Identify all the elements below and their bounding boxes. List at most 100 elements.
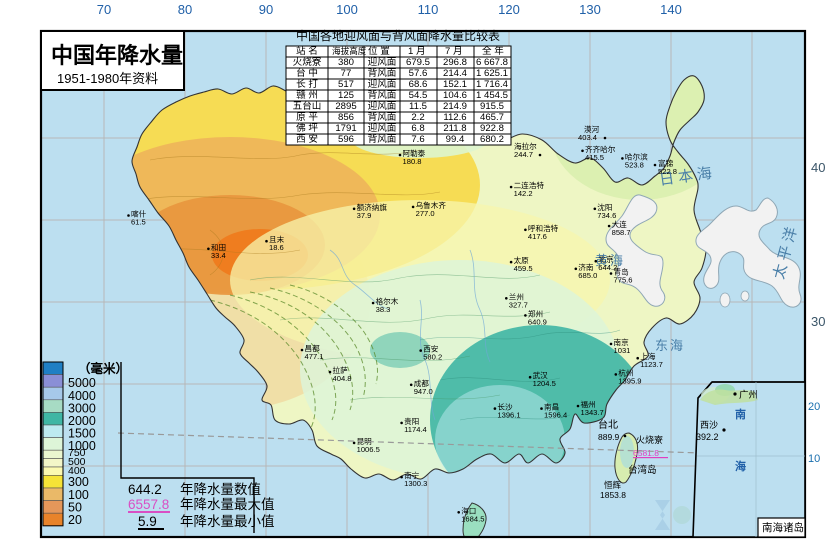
svg-text:300: 300	[68, 475, 89, 489]
svg-text:6557.8: 6557.8	[128, 497, 169, 512]
svg-text:南: 南	[735, 407, 746, 421]
svg-text:2895: 2895	[335, 101, 356, 112]
svg-text:年降水量数值: 年降水量数值	[180, 482, 261, 497]
svg-text:南海诸岛: 南海诸岛	[762, 521, 804, 534]
svg-text:1791: 1791	[335, 123, 356, 134]
svg-text:858.7: 858.7	[612, 228, 631, 237]
svg-text:全 年: 全 年	[482, 45, 504, 57]
svg-text:685.0: 685.0	[578, 271, 597, 280]
svg-text:644.2: 644.2	[128, 482, 162, 497]
svg-text:404.8: 404.8	[333, 374, 352, 383]
svg-text:61.5: 61.5	[131, 218, 146, 227]
svg-text:西 安: 西 安	[296, 133, 318, 145]
svg-text:403.4: 403.4	[578, 133, 597, 142]
svg-text:110: 110	[418, 2, 439, 17]
svg-text:415.5: 415.5	[585, 153, 604, 162]
svg-text:1395.9: 1395.9	[618, 376, 641, 385]
svg-text:459.5: 459.5	[514, 264, 533, 273]
svg-text:1006.5: 1006.5	[357, 445, 380, 454]
svg-text:背风面: 背风面	[368, 133, 397, 145]
svg-text:100: 100	[336, 2, 358, 17]
svg-text:380: 380	[338, 57, 354, 68]
svg-text:33.4: 33.4	[211, 251, 226, 260]
svg-text:90: 90	[259, 2, 273, 17]
svg-text:915.5: 915.5	[480, 101, 504, 112]
svg-text:120: 120	[498, 2, 520, 17]
svg-text:734.6: 734.6	[597, 211, 616, 220]
svg-text:1853.8: 1853.8	[600, 490, 626, 500]
svg-text:77: 77	[341, 68, 352, 79]
svg-text:背风面: 背风面	[368, 89, 397, 101]
svg-text:火烧寮: 火烧寮	[636, 434, 663, 445]
svg-text:6 667.8: 6 667.8	[476, 57, 508, 68]
svg-text:922.8: 922.8	[480, 123, 504, 134]
svg-text:6581.8: 6581.8	[633, 448, 659, 458]
svg-text:465.7: 465.7	[480, 112, 504, 123]
svg-text:1123.7: 1123.7	[640, 360, 663, 369]
svg-text:580.2: 580.2	[423, 353, 442, 362]
svg-text:152.1: 152.1	[443, 79, 467, 90]
svg-text:180.8: 180.8	[403, 157, 422, 166]
svg-text:5000: 5000	[68, 376, 96, 390]
svg-text:7 月: 7 月	[445, 46, 463, 57]
svg-text:恒辉: 恒辉	[604, 480, 622, 490]
svg-text:517: 517	[338, 79, 354, 90]
svg-text:130: 130	[579, 2, 601, 17]
svg-text:年降水量最小值: 年降水量最小值	[180, 514, 275, 529]
svg-text:20: 20	[808, 401, 820, 413]
svg-text:38.3: 38.3	[376, 305, 391, 314]
svg-text:1596.4: 1596.4	[544, 411, 567, 420]
svg-text:1031: 1031	[614, 346, 631, 355]
svg-text:296.8: 296.8	[443, 57, 467, 68]
svg-text:台湾岛: 台湾岛	[628, 464, 657, 476]
svg-text:1 454.5: 1 454.5	[476, 90, 508, 101]
svg-text:37.9: 37.9	[357, 211, 372, 220]
svg-text:18.6: 18.6	[269, 243, 284, 252]
svg-text:80: 80	[178, 2, 192, 17]
svg-text:2.2: 2.2	[411, 112, 424, 123]
svg-text:迎风面: 迎风面	[368, 122, 397, 134]
svg-text:244.7: 244.7	[514, 150, 533, 159]
svg-text:947.0: 947.0	[414, 387, 433, 396]
svg-text:6.8: 6.8	[411, 123, 424, 134]
svg-text:赣 州: 赣 州	[296, 89, 318, 101]
svg-text:东海: 东海	[655, 338, 685, 353]
svg-text:位 置: 位 置	[368, 45, 390, 57]
svg-text:5.9: 5.9	[138, 514, 157, 529]
svg-text:五台山: 五台山	[293, 100, 322, 112]
svg-text:台北: 台北	[598, 418, 618, 431]
svg-text:327.7: 327.7	[509, 300, 528, 309]
svg-text:392.2: 392.2	[696, 432, 719, 442]
svg-text:7.6: 7.6	[411, 134, 424, 145]
svg-text:30: 30	[811, 314, 825, 329]
svg-text:70: 70	[97, 2, 111, 17]
svg-text:54.5: 54.5	[409, 90, 428, 101]
svg-text:1 716.4: 1 716.4	[476, 79, 509, 90]
svg-text:长 打: 长 打	[296, 78, 318, 90]
svg-text:112.6: 112.6	[443, 112, 466, 123]
svg-text:火烧寮: 火烧寮	[293, 56, 322, 68]
svg-text:中国各地迎风面与背风面降水量比较表: 中国各地迎风面与背风面降水量比较表	[296, 28, 500, 43]
svg-text:背风面: 背风面	[368, 67, 397, 79]
svg-text:1300.3: 1300.3	[404, 479, 427, 488]
svg-text:迎风面: 迎风面	[368, 56, 397, 68]
svg-text:西沙: 西沙	[700, 420, 718, 430]
svg-text:广州: 广州	[739, 389, 758, 401]
svg-text:台 中: 台 中	[296, 67, 318, 79]
svg-text:1951-1980年资料: 1951-1980年资料	[57, 71, 158, 86]
svg-text:站 名: 站 名	[296, 45, 318, 57]
svg-text:年降水量最大值: 年降水量最大值	[180, 497, 275, 512]
svg-text:原 平: 原 平	[296, 112, 318, 123]
svg-text:214.9: 214.9	[443, 101, 467, 112]
svg-text:104.6: 104.6	[443, 90, 467, 101]
svg-text:1204.5: 1204.5	[533, 379, 556, 388]
svg-text:522.8: 522.8	[658, 167, 677, 176]
svg-text:277.0: 277.0	[416, 209, 435, 218]
svg-text:10: 10	[808, 453, 820, 465]
svg-text:佛 坪: 佛 坪	[296, 122, 318, 134]
svg-text:背风面: 背风面	[368, 111, 397, 123]
svg-text:856: 856	[338, 112, 354, 123]
svg-text:1 月: 1 月	[408, 46, 426, 57]
svg-text:417.6: 417.6	[528, 232, 547, 241]
svg-text:1 625.1: 1 625.1	[476, 68, 508, 79]
